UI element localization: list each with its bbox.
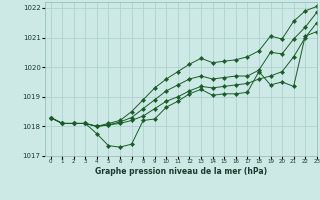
X-axis label: Graphe pression niveau de la mer (hPa): Graphe pression niveau de la mer (hPa) bbox=[95, 167, 267, 176]
